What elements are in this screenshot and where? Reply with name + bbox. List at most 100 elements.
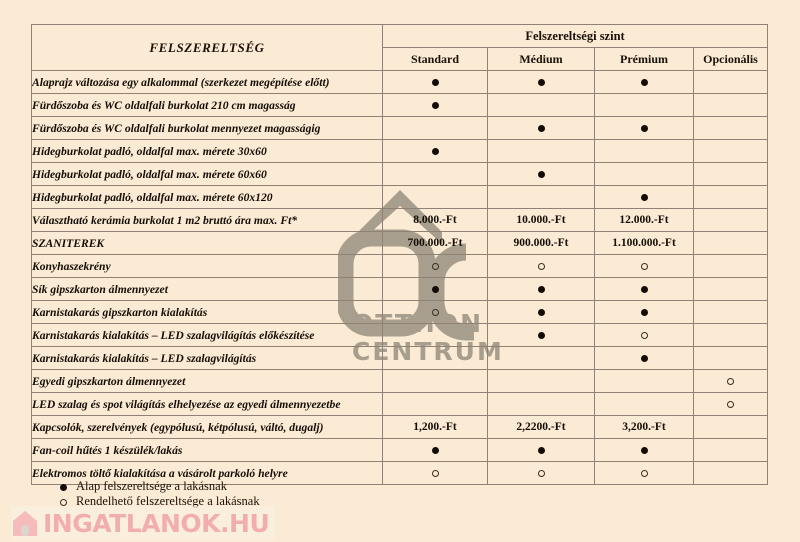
cell-optional: [692, 392, 769, 416]
cell-optional: [692, 300, 769, 324]
cell-premium: [594, 139, 694, 163]
feature-label: Sík gipszkarton álmennyezet: [31, 277, 383, 301]
table-row: SZANITEREK 700.000.-Ft 900.000.-Ft 1.100.00…: [31, 231, 769, 255]
feature-label: Karnistakarás kialakítás – LED szalagvil…: [31, 346, 383, 370]
marker-open-icon: [727, 377, 734, 385]
header-level-optional: Opcionális: [692, 47, 769, 71]
header-level-premium: Prémium: [594, 47, 694, 71]
marker-filled-icon: [537, 446, 545, 454]
feature-label: Hidegburkolat padló, oldalfal max. méret…: [31, 139, 383, 163]
cell-standard: [382, 116, 488, 140]
cell-premium: [594, 438, 694, 462]
marker-filled-icon: [640, 124, 648, 132]
feature-label: Választható kerámia burkolat 1 m2 bruttó…: [31, 208, 383, 232]
cell-premium: [594, 392, 694, 416]
feature-label: Karnistakarás kialakítás – LED szalagvil…: [31, 323, 383, 347]
cell-optional: [692, 438, 769, 462]
marker-open-icon: [537, 469, 545, 477]
marker-filled-icon: [537, 124, 545, 132]
header-equipment-level-group: Felszereltségi szint: [381, 24, 769, 48]
feature-label: Fürdőszoba és WC oldalfali burkolat 210 …: [31, 93, 383, 117]
marker-open-icon: [640, 469, 648, 477]
cell-premium: [594, 116, 694, 140]
table-row: Egyedi gipszkarton álmennyezet: [31, 369, 769, 393]
feature-label: Kapcsolók, szerelvények (egypólusú, kétp…: [31, 415, 383, 439]
cell-standard: [382, 185, 488, 209]
cell-standard: [382, 461, 488, 485]
cell-premium: [594, 254, 694, 278]
cell-standard: [382, 93, 488, 117]
cell-optional: [692, 185, 769, 209]
marker-open-icon: [431, 262, 439, 270]
cell-standard: [382, 300, 488, 324]
cell-premium: 3,200.-Ft: [594, 415, 694, 439]
cell-medium: [487, 70, 595, 94]
marker-filled-icon: [640, 446, 648, 454]
feature-label: Elektromos töltő kialakítása a vásárolt …: [31, 461, 383, 485]
cell-standard: [382, 254, 488, 278]
cell-standard: [382, 346, 488, 370]
cell-medium: [487, 116, 595, 140]
cell-medium: [487, 369, 595, 393]
feature-label: Hidegburkolat padló, oldalfal max. méret…: [31, 162, 383, 186]
cell-premium: 1.100.000.-Ft: [594, 231, 694, 255]
table-header-row-levels: Standard Médium Prémium Opcionális: [32, 47, 769, 71]
cell-medium: [487, 162, 595, 186]
marker-filled-icon: [537, 308, 545, 316]
marker-filled-icon: [640, 193, 648, 201]
cell-optional: [692, 231, 769, 255]
table-row: Karnistakarás gipszkarton kialakítás: [31, 300, 769, 324]
table-row: Fürdőszoba és WC oldalfali burkolat menn…: [31, 116, 769, 140]
legend-label-standard: Alap felszereltsége a lakásnak: [76, 479, 227, 493]
table-row: Elektromos töltő kialakítása a vásárolt …: [31, 461, 769, 485]
table-row: Hidegburkolat padló, oldalfal max. méret…: [31, 139, 769, 163]
feature-label: Hidegburkolat padló, oldalfal max. méret…: [31, 185, 383, 209]
table-row: Alaprajz változása egy alkalommal (szerk…: [31, 70, 769, 94]
table-row: Kapcsolók, szerelvények (egypólusú, kétp…: [31, 415, 769, 439]
cell-standard: 8.000.-Ft: [382, 208, 488, 232]
marker-open-icon: [537, 262, 545, 270]
cell-medium: [487, 346, 595, 370]
cell-medium: [487, 139, 595, 163]
marker-filled-icon: [537, 78, 545, 86]
header-feature-column: FELSZERELTSÉG: [31, 24, 383, 71]
cell-premium: [594, 162, 694, 186]
header-level-standard: Standard: [382, 47, 488, 71]
feature-label: LED szalag és spot világítás elhelyezése…: [31, 392, 383, 416]
table-row: Karnistakarás kialakítás – LED szalagvil…: [31, 346, 769, 370]
marker-open-icon: [727, 400, 734, 408]
cell-standard: [382, 70, 488, 94]
cell-optional: [692, 323, 769, 347]
cell-standard: [382, 277, 488, 301]
marker-filled-icon: [431, 147, 439, 155]
cell-optional: [692, 162, 769, 186]
cell-standard: [382, 438, 488, 462]
cell-medium: [487, 185, 595, 209]
legend: Alap felszereltsége a lakásnak Rendelhet…: [50, 479, 260, 509]
table-row: Konyhaszekrény: [31, 254, 769, 278]
cell-medium: [487, 323, 595, 347]
cell-premium: 12.000.-Ft: [594, 208, 694, 232]
cell-medium: 2,2200.-Ft: [487, 415, 595, 439]
cell-medium: [487, 461, 595, 485]
marker-filled-icon: [431, 101, 439, 109]
table-body: Alaprajz változása egy alkalommal (szerk…: [31, 70, 769, 485]
cell-optional: [692, 254, 769, 278]
cell-standard: [382, 139, 488, 163]
cell-premium: [594, 346, 694, 370]
cell-premium: [594, 461, 694, 485]
cell-premium: [594, 277, 694, 301]
cell-optional: [692, 93, 769, 117]
legend-filled-marker-icon: [50, 479, 76, 494]
cell-standard: [382, 392, 488, 416]
marker-open-icon: [431, 308, 439, 316]
marker-open-icon: [431, 469, 439, 477]
legend-item-standard: Alap felszereltsége a lakásnak: [50, 479, 260, 494]
equipment-specification-table: FELSZERELTSÉG Felszereltségi szint Stand…: [31, 24, 769, 485]
cell-medium: [487, 254, 595, 278]
cell-standard: 700.000.-Ft: [382, 231, 488, 255]
cell-premium: [594, 185, 694, 209]
marker-filled-icon: [537, 285, 545, 293]
legend-open-marker-icon: [50, 494, 76, 509]
marker-filled-icon: [640, 285, 648, 293]
